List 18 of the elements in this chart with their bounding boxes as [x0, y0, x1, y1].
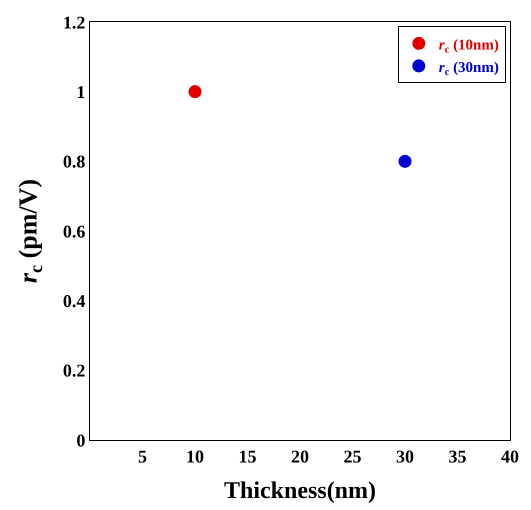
x-tick-label: 25: [344, 446, 362, 467]
legend-label: r$_{c}$ (10nm): [438, 37, 499, 56]
x-axis-title: Thickness(nm): [224, 478, 376, 504]
x-tick-label: 5: [138, 446, 147, 467]
y-tick-label: 1: [76, 82, 86, 102]
x-tick-label: 10: [186, 446, 204, 467]
y-tick-label: 1.2: [62, 12, 86, 32]
x-tick-label: 20: [291, 446, 309, 467]
y-tick-label: 0: [76, 430, 86, 450]
y-tick-label: 0.6: [62, 221, 86, 242]
y-tick-label: 0.8: [62, 152, 86, 172]
y-tick-label: 0.4: [62, 290, 86, 311]
x-tick-label: 15: [238, 446, 256, 467]
x-tick-label: 30: [396, 446, 414, 467]
x-tick-label: 35: [448, 446, 466, 467]
legend-label: r$_{c}$ (30nm): [438, 60, 499, 78]
x-tick-label: 40: [501, 446, 519, 467]
y-tick-label: 0.2: [62, 360, 86, 381]
